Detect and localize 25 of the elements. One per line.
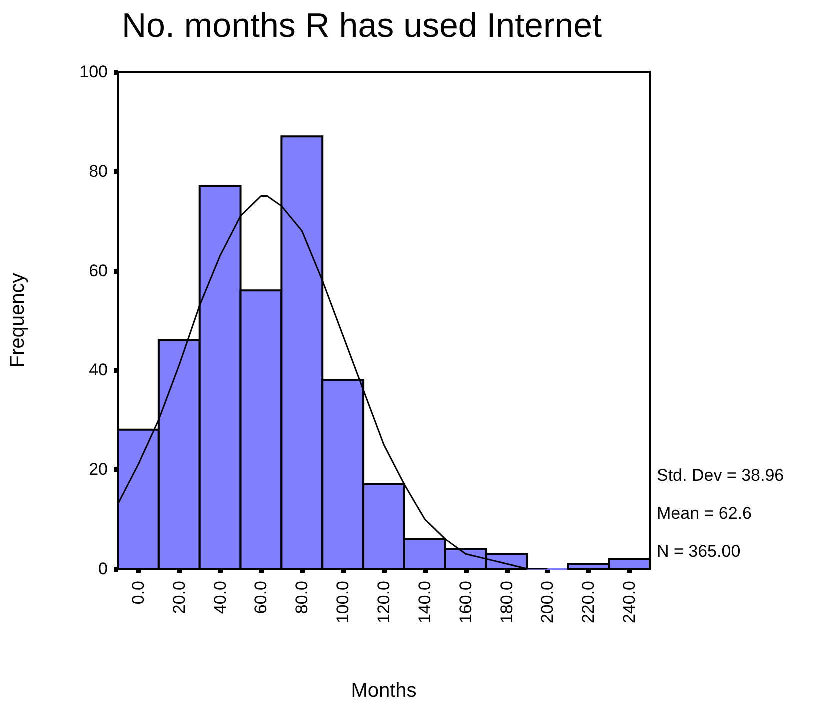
y-tick-label: 0: [98, 560, 108, 578]
y-tick-label: 40: [89, 360, 108, 380]
text: N = 365.00: [657, 542, 741, 561]
x-tick-label: 220.0: [579, 581, 598, 624]
x-tick-label: 80.0: [292, 581, 312, 614]
y-tick-label: 60: [89, 261, 108, 280]
y-tick-label: 20: [89, 460, 108, 480]
x-tick-label: 140.0: [415, 581, 434, 624]
text: Std. Dev = 38.96: [657, 466, 784, 485]
x-tick-label: 240.0: [620, 581, 640, 624]
x-tick-label: 60.0: [252, 581, 271, 614]
y-axis-title: Frequency: [7, 273, 29, 368]
y-tick-label: 100: [80, 62, 108, 82]
x-tick-label: 20.0: [170, 581, 189, 614]
x-tick-label: 40.0: [210, 581, 230, 614]
x-tick-label: 0.0: [128, 581, 148, 605]
x-tick-label: 200.0: [538, 581, 558, 624]
y-tick-label: 80: [89, 162, 108, 181]
x-tick-label: 180.0: [497, 581, 516, 624]
x-tick-label: 100.0: [334, 581, 353, 624]
x-axis-title: Months: [351, 680, 417, 702]
chart-title: No. months R has used Internet: [122, 7, 603, 45]
x-tick-label: 160.0: [456, 581, 476, 624]
x-tick-label: 120.0: [374, 581, 394, 624]
text: Mean = 62.6: [657, 504, 752, 523]
